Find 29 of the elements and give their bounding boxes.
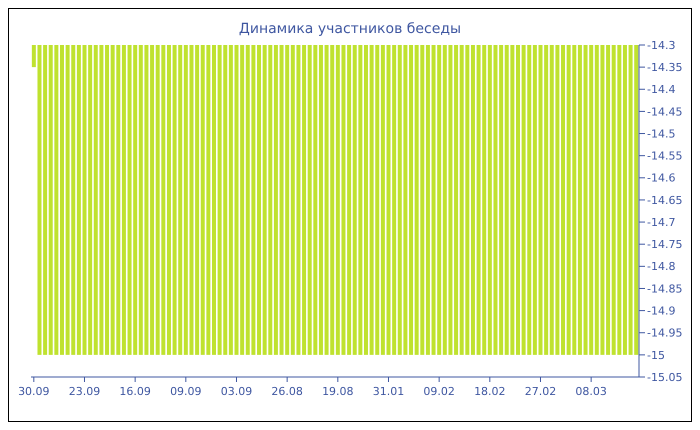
y-tick-label: -14.3 [647, 38, 676, 52]
y-tick-label: -15.05 [647, 370, 682, 384]
y-tick-label: -14.75 [647, 238, 682, 252]
y-tick-label: -14.65 [647, 194, 682, 207]
x-tick-label: 30.09 [18, 385, 50, 398]
y-tick-label: -14.9 [647, 304, 676, 318]
x-tick-label: 18.02 [474, 385, 506, 398]
y-tick-label: -14.7 [647, 216, 676, 229]
y-tick-label: -14.95 [647, 326, 682, 340]
chart-title: Динамика участников беседы [238, 21, 462, 37]
x-tick-label: 31.01 [372, 385, 404, 398]
x-tick-label: 09.02 [423, 385, 455, 398]
y-tick-label: -14.45 [647, 105, 682, 118]
x-tick-label: 19.08 [322, 385, 354, 398]
x-tick-label: 08.03 [575, 385, 607, 398]
y-tick-label: -14.4 [647, 83, 676, 96]
x-tick-label: 09.09 [170, 385, 202, 398]
y-tick-label: -14.85 [647, 282, 682, 296]
y-tick-label: -14.8 [647, 260, 676, 274]
y-tick-label: -15 [647, 348, 665, 362]
x-tick-label: 23.09 [68, 385, 100, 398]
x-tick-label: 16.09 [119, 385, 151, 398]
y-tick-label: -14.35 [647, 61, 682, 74]
x-tick-label: 03.09 [220, 385, 252, 398]
y-tick-label: -14.6 [647, 172, 676, 185]
x-tick-label: 26.08 [271, 385, 303, 398]
y-tick-label: -14.55 [647, 150, 682, 163]
y-tick-label: -14.5 [647, 127, 676, 140]
x-tick-label: 27.02 [524, 385, 556, 398]
